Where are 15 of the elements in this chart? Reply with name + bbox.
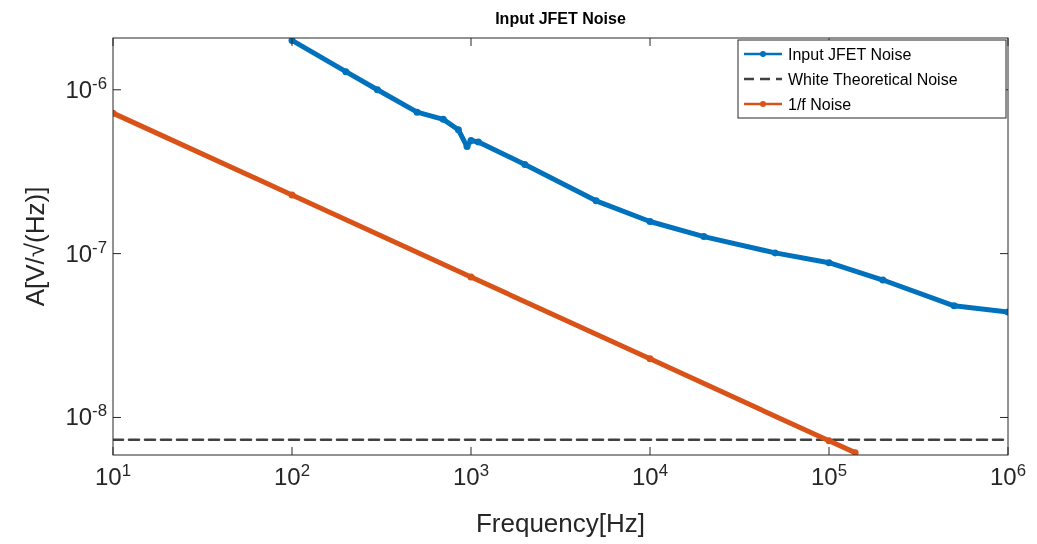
legend-label: 1/f Noise — [788, 96, 852, 113]
x-tick-label: 10$^{6}$ — [989, 460, 1027, 490]
legend-label: Input JFET Noise — [788, 46, 912, 63]
x-tick-label: 10$^{5}$ — [810, 460, 848, 490]
x-tick-label: 10$^{2}$ — [273, 460, 311, 490]
x-tick-label: 10$^{4}$ — [631, 460, 669, 490]
y-tick-label: 10$^{-7}$ — [65, 237, 107, 267]
x-axis-title: Frequency[Hz] — [475, 508, 646, 538]
chart-title: Input JFET Noise — [495, 10, 626, 27]
y-tick-label: 10$^{-8}$ — [65, 400, 107, 431]
x-tick-label: 10$^{1}$ — [94, 460, 132, 490]
y-axis-title: A[V/√(Hz)] — [20, 186, 50, 307]
legend-label: White Theoretical Noise — [788, 71, 958, 88]
x-tick-label: 10$^{3}$ — [452, 460, 490, 490]
y-tick-label: 10$^{-6}$ — [65, 73, 107, 103]
